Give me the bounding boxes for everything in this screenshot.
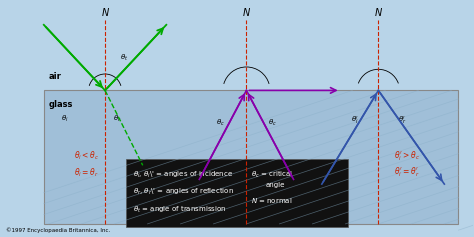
Text: $\theta_r$: $\theta_r$: [112, 113, 121, 124]
Text: $N$: $N$: [374, 6, 383, 18]
Text: $\theta_i' = \theta_r'$: $\theta_i' = \theta_r'$: [394, 166, 419, 179]
Text: air: air: [48, 72, 62, 81]
Text: glass: glass: [48, 100, 73, 109]
Text: $\theta_i' > \theta_c$: $\theta_i' > \theta_c$: [393, 149, 419, 163]
Text: $\theta_i'$: $\theta_i'$: [351, 115, 359, 127]
FancyBboxPatch shape: [126, 160, 348, 228]
Text: $\theta_i < \theta_c$: $\theta_i < \theta_c$: [73, 150, 99, 162]
Text: $\theta_i = \theta_r$: $\theta_i = \theta_r$: [74, 166, 99, 179]
Text: $N$ = normal: $N$ = normal: [251, 196, 292, 205]
Text: $\theta_c$: $\theta_c$: [268, 118, 277, 128]
FancyBboxPatch shape: [44, 90, 458, 224]
Text: $\theta_r$, $\theta_r$\' = angles of reflection: $\theta_r$, $\theta_r$\' = angles of ref…: [133, 187, 234, 197]
Text: $\theta_r'$: $\theta_r'$: [398, 115, 406, 127]
Text: $\theta_i$, $\theta_i$\' = angles of incidence: $\theta_i$, $\theta_i$\' = angles of inc…: [133, 170, 234, 180]
Text: angle: angle: [265, 182, 285, 188]
Text: $N$: $N$: [242, 6, 251, 18]
Text: $N$: $N$: [100, 6, 109, 18]
Text: ©1997 Encyclopaedia Britannica, Inc.: ©1997 Encyclopaedia Britannica, Inc.: [6, 228, 110, 233]
Text: $\theta_c$ = critical: $\theta_c$ = critical: [251, 170, 293, 180]
Text: $\theta_c$: $\theta_c$: [216, 118, 225, 128]
Text: $\theta_i$: $\theta_i$: [61, 113, 69, 124]
Text: $\theta_t$: $\theta_t$: [120, 53, 128, 63]
Text: $\theta_t$ = angle of transmission: $\theta_t$ = angle of transmission: [133, 205, 227, 215]
